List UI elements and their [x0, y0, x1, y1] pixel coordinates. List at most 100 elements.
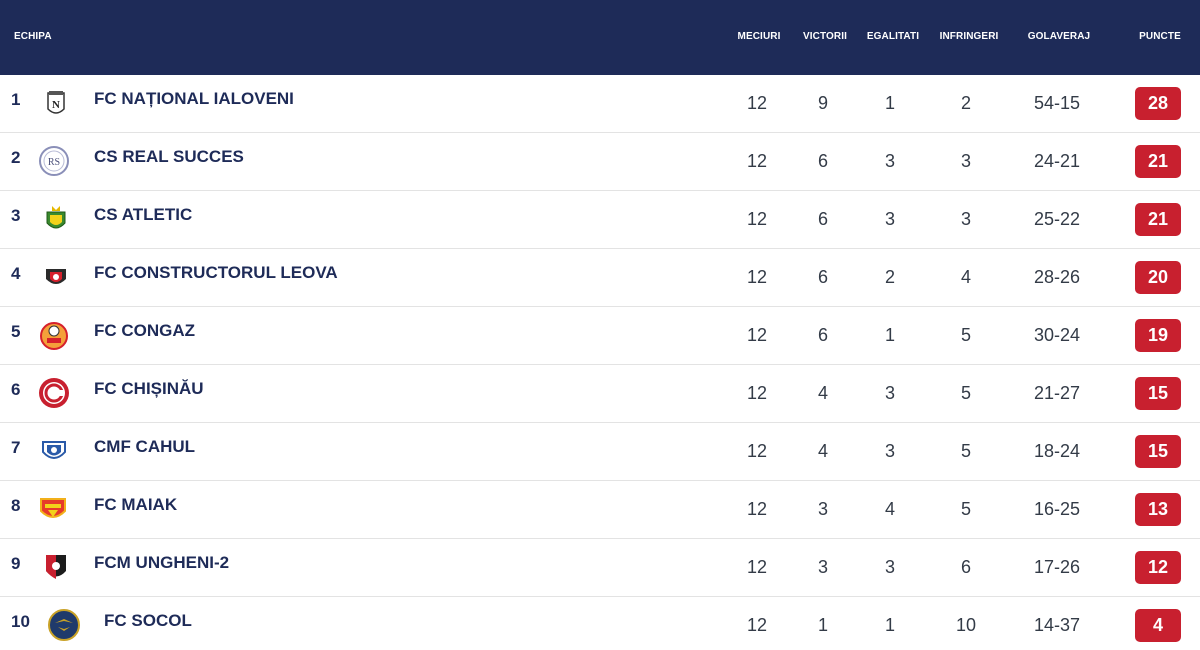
goals: 21-27 [1033, 383, 1081, 403]
points-badge: 15 [1135, 435, 1181, 468]
wins: 4 [817, 383, 829, 403]
table-row[interactable]: 9 FCM UNGHENI-2 12 3 3 6 17-26 12 [0, 539, 1200, 597]
losses: 5 [960, 499, 972, 519]
svg-text:N: N [52, 99, 60, 111]
draws: 3 [884, 441, 896, 461]
wins: 6 [817, 267, 829, 287]
position: 7 [11, 438, 21, 457]
played: 12 [746, 615, 768, 635]
wins: 6 [817, 209, 829, 229]
draws: 3 [884, 383, 896, 403]
position: 10 [11, 612, 30, 631]
real-succes-crest-icon: RS [39, 146, 69, 176]
team-name[interactable]: FC CONGAZ [94, 321, 196, 340]
draws: 3 [884, 209, 896, 229]
maiak-crest-icon [40, 498, 66, 518]
goals: 54-15 [1033, 93, 1081, 113]
position: 8 [11, 496, 21, 515]
team-name[interactable]: FC CONSTRUCTORUL LEOVA [94, 263, 338, 282]
goals: 25-22 [1033, 209, 1081, 229]
goals: 28-26 [1033, 267, 1081, 287]
points-badge: 21 [1135, 145, 1181, 178]
wins: 6 [817, 151, 829, 171]
congaz-crest-icon [40, 322, 68, 350]
svg-text:RS: RS [48, 157, 60, 168]
table-row[interactable]: 8 FC MAIAK 12 3 4 5 16-25 13 [0, 481, 1200, 539]
draws: 1 [884, 615, 896, 635]
team-name[interactable]: FC NAȚIONAL IALOVENI [94, 89, 294, 108]
played: 12 [746, 557, 768, 577]
draws: 2 [884, 267, 896, 287]
played: 12 [746, 383, 768, 403]
wins: 6 [817, 325, 829, 345]
wins: 1 [817, 615, 829, 635]
header-draws: EGALITATI [866, 31, 920, 42]
wins: 4 [817, 441, 829, 461]
position: 3 [11, 206, 21, 225]
table-row[interactable]: 5 FC CONGAZ 12 6 1 5 30-24 19 [0, 307, 1200, 365]
losses: 3 [960, 209, 972, 229]
played: 12 [746, 441, 768, 461]
position: 9 [11, 554, 21, 573]
header-team: ECHIPA [14, 31, 52, 42]
draws: 3 [884, 151, 896, 171]
losses: 4 [960, 267, 972, 287]
losses: 2 [960, 93, 972, 113]
losses: 10 [955, 615, 977, 635]
points-badge: 28 [1135, 87, 1181, 120]
position: 4 [11, 264, 21, 283]
played: 12 [746, 93, 768, 113]
played: 12 [746, 209, 768, 229]
goals: 18-24 [1033, 441, 1081, 461]
team-name[interactable]: FCM UNGHENI-2 [94, 553, 230, 572]
team-name[interactable]: CS REAL SUCCES [94, 147, 244, 166]
chisinau-crest-icon [39, 378, 69, 408]
points-badge: 21 [1135, 203, 1181, 236]
position: 2 [11, 148, 21, 167]
position: 1 [11, 90, 21, 109]
header-points: PUNCTE [1139, 31, 1181, 42]
header-wins: VICTORII [803, 31, 847, 42]
wins: 3 [817, 557, 829, 577]
table-row[interactable]: 6 FC CHIȘINĂU 12 4 3 5 21-27 15 [0, 365, 1200, 423]
points-badge: 12 [1135, 551, 1181, 584]
points-badge: 4 [1135, 609, 1181, 642]
goals: 24-21 [1033, 151, 1081, 171]
ungheni-crest-icon [46, 555, 66, 579]
table-row[interactable]: 7 CMF CAHUL 12 4 3 5 18-24 15 [0, 423, 1200, 481]
team-name[interactable]: FC MAIAK [94, 495, 178, 514]
table-row[interactable]: 2 RS CS REAL SUCCES 12 6 3 3 24-21 21 [0, 133, 1200, 191]
header-losses: INFRINGERI [939, 31, 999, 42]
points-badge: 20 [1135, 261, 1181, 294]
socol-crest-icon [48, 609, 80, 641]
wins: 9 [817, 93, 829, 113]
team-name[interactable]: CMF CAHUL [94, 437, 196, 456]
losses: 5 [960, 325, 972, 345]
draws: 1 [884, 93, 896, 113]
position: 6 [11, 380, 21, 399]
constructorul-crest-icon [46, 269, 66, 284]
team-name[interactable]: FC SOCOL [104, 611, 192, 630]
table-row[interactable]: 3 CS ATLETIC 12 6 3 3 25-22 21 [0, 191, 1200, 249]
table-header: ECHIPA MECIURI VICTORII EGALITATI INFRIN… [0, 0, 1200, 75]
goals: 14-37 [1033, 615, 1081, 635]
draws: 1 [884, 325, 896, 345]
team-name[interactable]: FC CHIȘINĂU [94, 379, 204, 398]
table-row[interactable]: 10 FC SOCOL 12 1 1 10 14-37 4 [0, 597, 1200, 650]
losses: 3 [960, 151, 972, 171]
team-name[interactable]: CS ATLETIC [94, 205, 193, 224]
goals: 17-26 [1033, 557, 1081, 577]
table-row[interactable]: 1 N FC NAȚIONAL IALOVENI 12 9 1 2 54-15 … [0, 75, 1200, 133]
cahul-crest-icon [42, 441, 66, 459]
played: 12 [746, 499, 768, 519]
draws: 4 [884, 499, 896, 519]
losses: 5 [960, 383, 972, 403]
table-row[interactable]: 4 FC CONSTRUCTORUL LEOVA 12 6 2 4 28-26 … [0, 249, 1200, 307]
wins: 3 [817, 499, 829, 519]
nationa-ialoveni-crest-icon: N [47, 91, 65, 114]
played: 12 [746, 325, 768, 345]
points-badge: 19 [1135, 319, 1181, 352]
draws: 3 [884, 557, 896, 577]
losses: 6 [960, 557, 972, 577]
